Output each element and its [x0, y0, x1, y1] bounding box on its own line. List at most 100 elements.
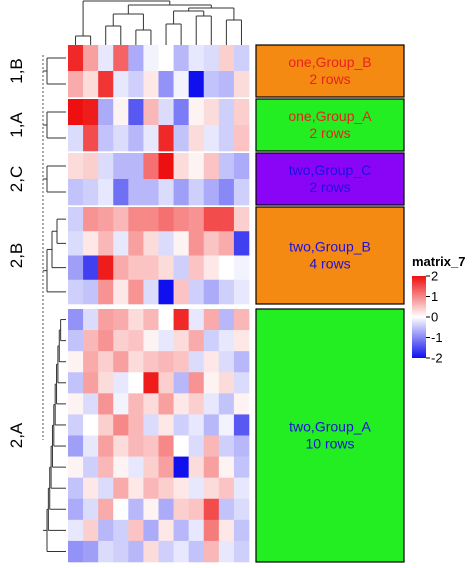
heatmap-cell [143, 330, 159, 352]
heatmap-cell [68, 255, 84, 281]
heatmap-cell [173, 372, 189, 394]
heatmap-cell [68, 372, 84, 394]
annotation-box [255, 98, 405, 152]
heatmap-cell [188, 45, 205, 72]
heatmap-cell [203, 45, 220, 72]
heatmap-cell [158, 231, 174, 256]
heatmap-cell [188, 435, 205, 457]
heatmap-cell [68, 45, 84, 72]
heatmap-cell [68, 519, 84, 542]
heatmap-cell [188, 125, 205, 152]
heatmap-cell [203, 71, 220, 98]
heatmap-cell [158, 71, 174, 98]
heatmap-cell [128, 179, 144, 206]
heatmap-cell [143, 456, 159, 478]
heatmap-cell [143, 435, 159, 457]
heatmap-cell [233, 99, 250, 126]
heatmap-cell [143, 498, 159, 521]
heatmap-cell [128, 498, 144, 521]
heatmap-cell [158, 179, 174, 206]
heatmap-cell [143, 45, 159, 72]
heatmap-cell [98, 99, 114, 126]
legend-title: matrix_7 [412, 254, 465, 269]
heatmap-cell [203, 231, 220, 256]
legend-color-bar [412, 276, 426, 358]
heatmap-cell [233, 153, 250, 180]
row-dendrogram [42, 55, 66, 552]
heatmap-cell [113, 414, 129, 436]
heatmap-cell [188, 255, 205, 281]
heatmap-cell [173, 231, 189, 256]
heatmap-cell [68, 540, 84, 563]
heatmap-cell [128, 477, 144, 500]
heatmap-cell [113, 372, 129, 394]
heatmap-cell [68, 309, 84, 331]
legend-tick-label: 0 [431, 310, 438, 325]
heatmap-cell [128, 414, 144, 436]
heatmap-cell [128, 393, 144, 415]
heatmap-cell [173, 330, 189, 352]
heatmap-cell [173, 351, 189, 373]
heatmap-cell [188, 99, 205, 126]
heatmap-cell [218, 231, 235, 256]
heatmap-cell [203, 179, 220, 206]
column-dendrogram [75, 0, 242, 45]
heatmap-cell [128, 330, 144, 352]
heatmap-cell [143, 351, 159, 373]
heatmap-cell [113, 153, 129, 180]
heatmap-cell [203, 414, 220, 436]
heatmap-cell [173, 456, 189, 478]
heatmap-cell [218, 456, 235, 478]
heatmap-cell [98, 309, 114, 331]
heatmap-cell [203, 255, 220, 281]
heatmap-cell [113, 393, 129, 415]
legend-tick-label: -2 [431, 351, 443, 366]
heatmap-cell [128, 207, 144, 232]
heatmap-cell [128, 309, 144, 331]
heatmap-cell [68, 179, 84, 206]
heatmap-cell [68, 71, 84, 98]
heatmap-cell [188, 393, 205, 415]
heatmap-cell [233, 179, 250, 206]
heatmap-cell [218, 519, 235, 542]
heatmap-cell [158, 393, 174, 415]
heatmap-cell [83, 540, 99, 563]
heatmap-cell [68, 477, 84, 500]
heatmap-cell [68, 393, 84, 415]
annotation-box [255, 308, 405, 563]
heatmap-cell [203, 435, 220, 457]
heatmap-cell [218, 372, 235, 394]
heatmap-cell [233, 351, 250, 373]
heatmap-cell [188, 498, 205, 521]
heatmap-cell [188, 540, 205, 563]
heatmap-cell [83, 231, 99, 256]
heatmap-cell [143, 540, 159, 563]
heatmap-cell [218, 435, 235, 457]
heatmap-cell [218, 153, 235, 180]
heatmap-cell [143, 519, 159, 542]
heatmap-cell [188, 519, 205, 542]
heatmap-cell [233, 456, 250, 478]
heatmap-cell [83, 255, 99, 281]
heatmap-cell [113, 179, 129, 206]
heatmap-cell [98, 351, 114, 373]
heatmap-cell [68, 231, 84, 256]
heatmap-cell [188, 351, 205, 373]
heatmap-cell [83, 207, 99, 232]
heatmap-cell [83, 330, 99, 352]
heatmap-cell [68, 207, 84, 232]
heatmap-cell [173, 414, 189, 436]
heatmap-cell [188, 330, 205, 352]
heatmap-cell [83, 393, 99, 415]
row-group-label: 1,B [7, 58, 26, 84]
heatmap-cell [113, 435, 129, 457]
heatmap-cell [98, 372, 114, 394]
row-group-label: 2,A [7, 422, 26, 448]
heatmap-cell [173, 519, 189, 542]
heatmap-cell [233, 372, 250, 394]
heatmap-cell [113, 309, 129, 331]
heatmap-cell [128, 519, 144, 542]
heatmap-cell [158, 477, 174, 500]
heatmap-cell [158, 45, 174, 72]
